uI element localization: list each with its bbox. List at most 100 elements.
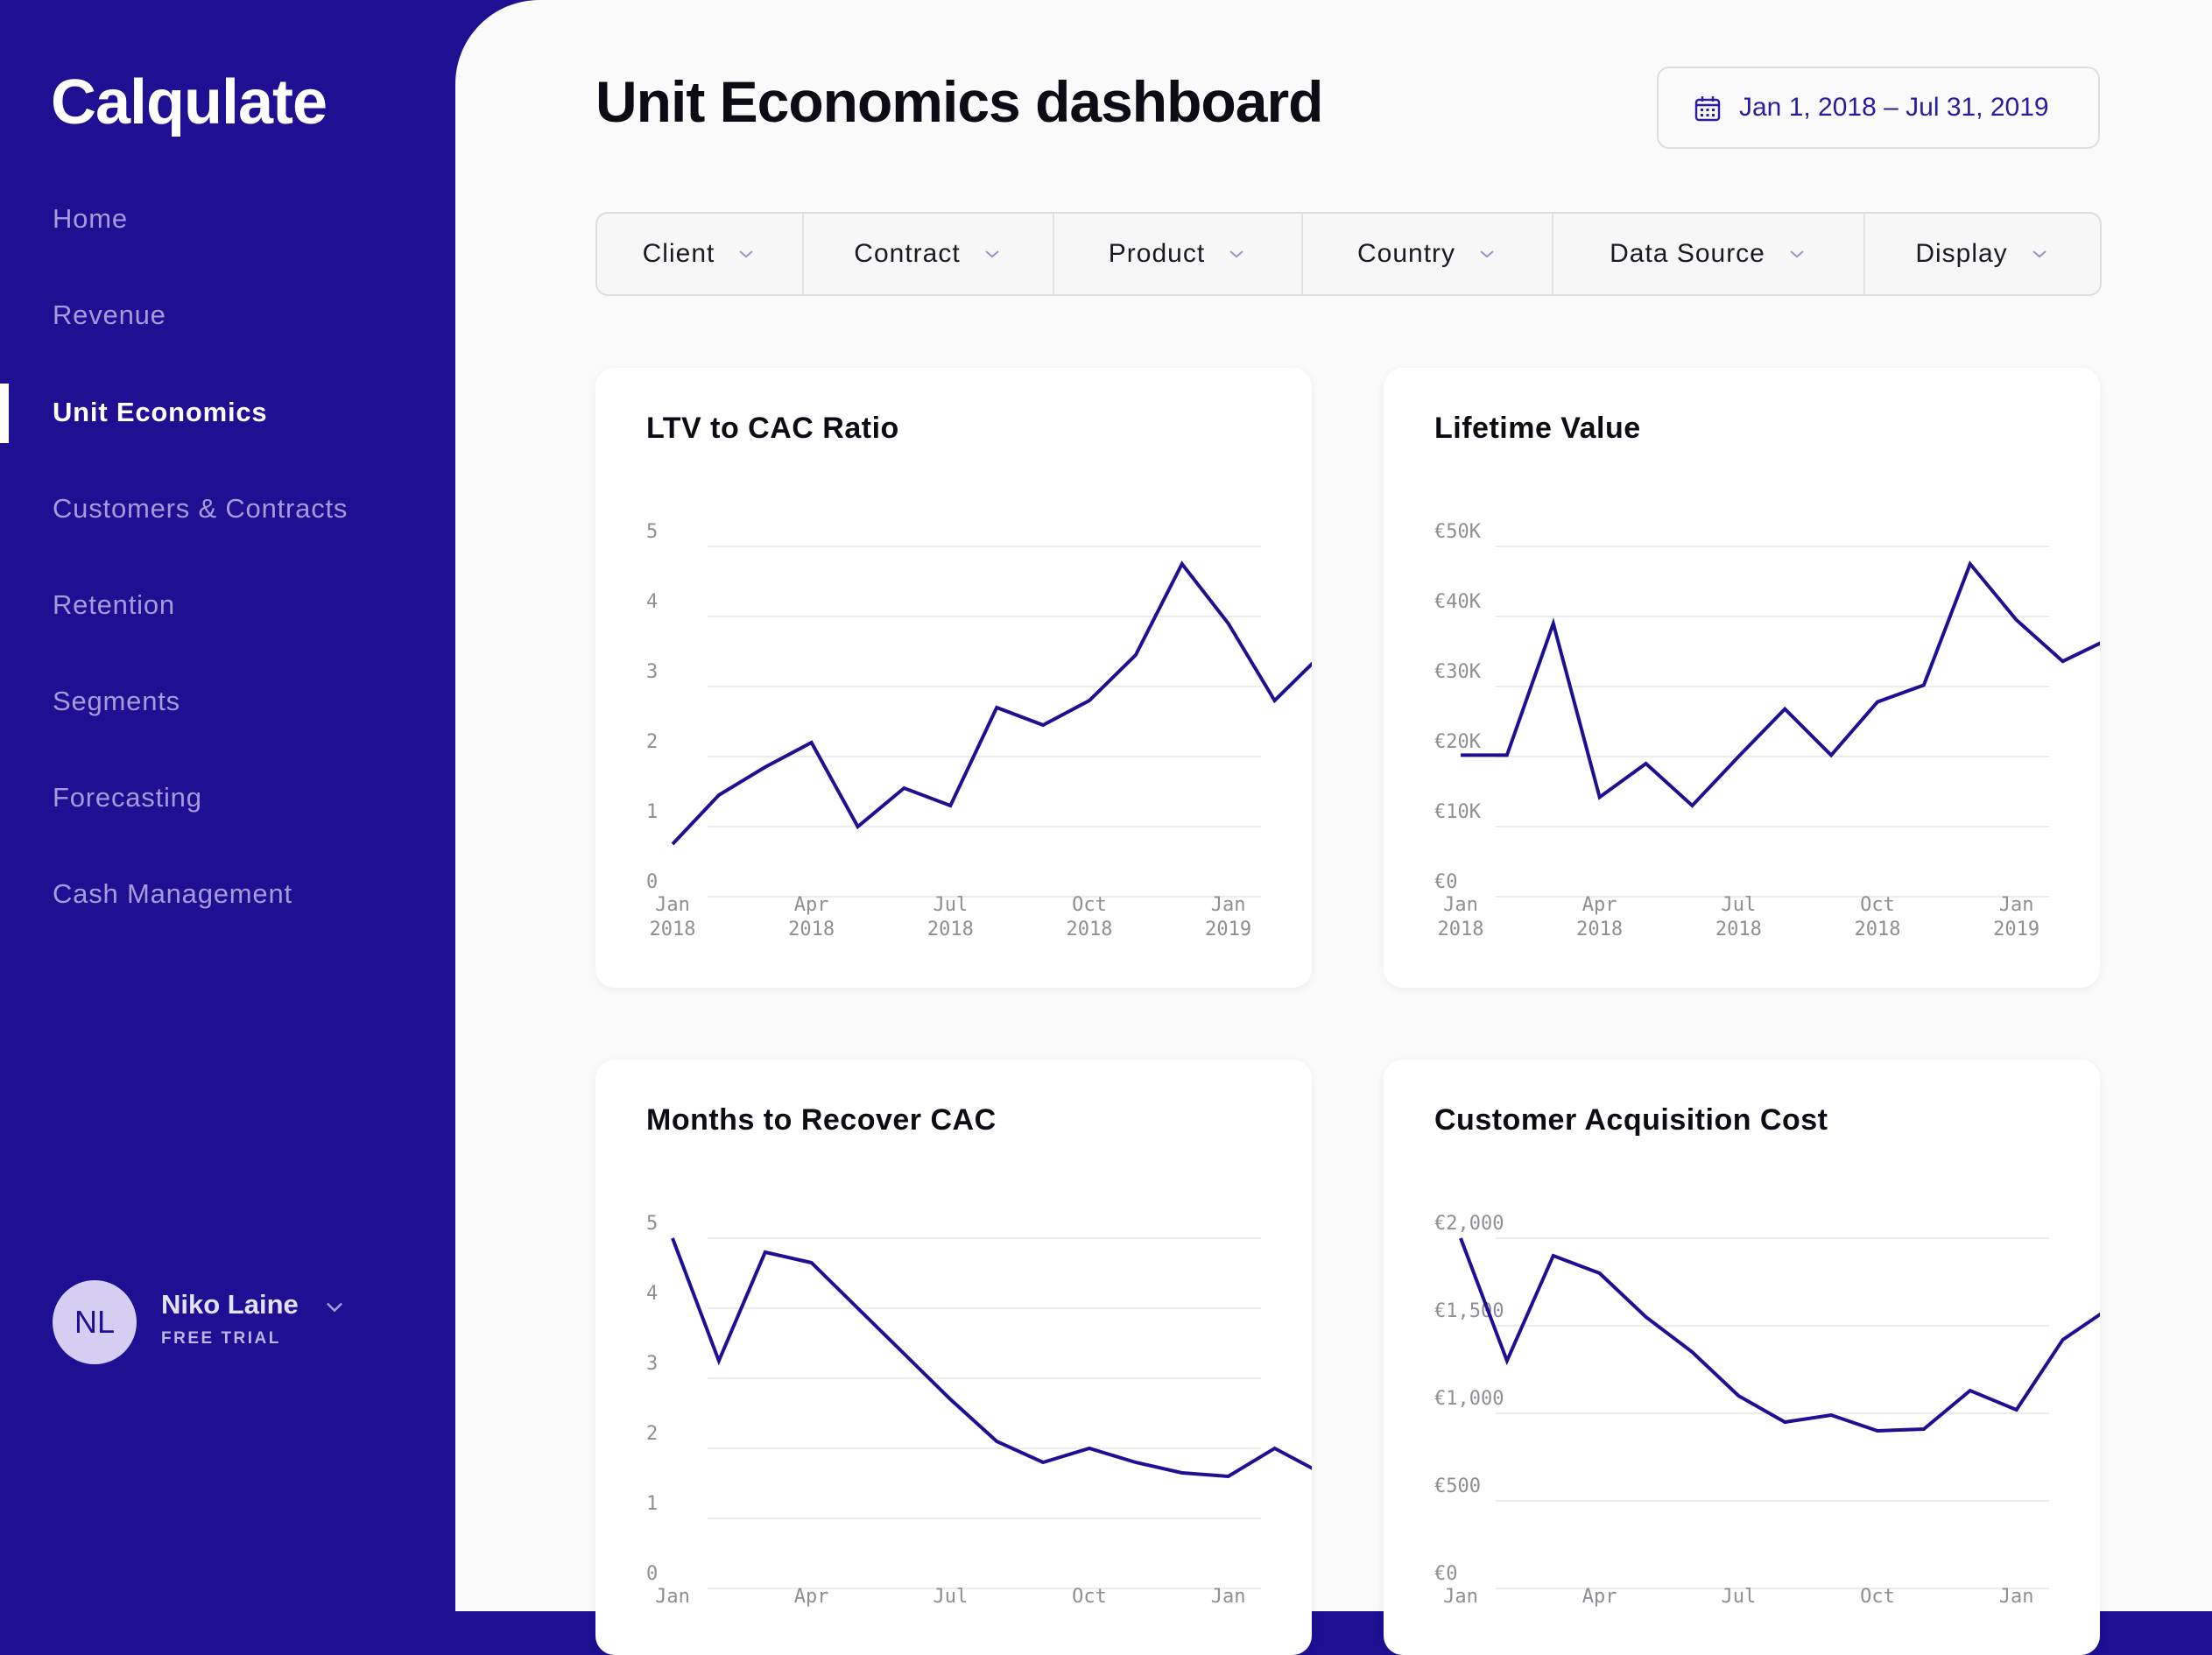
chart-card-customer-acquisition-cost: Customer Acquisition Cost €0 €500 €1,000 €1… xyxy=(1384,1060,2100,1655)
filter-label: Product xyxy=(1108,239,1206,268)
y-tick-label: 1 xyxy=(646,1493,658,1515)
active-nav-indicator xyxy=(0,384,9,443)
x-tick-label: Jul xyxy=(1721,894,1756,916)
x-tick-label: 2019 xyxy=(1205,919,1251,940)
x-tick-label: 2018 xyxy=(650,919,696,940)
x-tick-label: Jan xyxy=(1211,894,1246,916)
series-line xyxy=(671,560,1312,846)
sidebar-item-retention[interactable]: Retention xyxy=(53,589,175,620)
x-tick-label: Oct xyxy=(1860,894,1895,916)
sidebar-item-unit-economics[interactable]: Unit Economics xyxy=(53,397,268,427)
sidebar-item-cash-management[interactable]: Cash Management xyxy=(53,878,292,909)
x-tick-label: 2019 xyxy=(1993,919,2039,940)
filter-product[interactable]: Product xyxy=(1054,214,1303,294)
avatar[interactable]: NL xyxy=(53,1280,137,1364)
user-plan-badge: FREE TRIAL xyxy=(161,1329,281,1348)
chart-card-ltv-cac: LTV to CAC Ratio 0 1 2 3 4 5 Jan 2018 Apr 2018 Jul… xyxy=(595,368,1312,988)
x-tick-label: Jan xyxy=(655,1586,690,1608)
x-tick-label: 2018 xyxy=(1067,919,1113,940)
y-tick-label: 3 xyxy=(646,1353,658,1375)
y-tick-label: €0 xyxy=(1434,1563,1458,1585)
y-tick-label: €50K xyxy=(1434,521,1482,543)
chart-title: Lifetime Value xyxy=(1434,412,1641,445)
user-name[interactable]: Niko Laine xyxy=(161,1289,299,1320)
y-tick-label: 1 xyxy=(646,801,658,823)
y-tick-label: 4 xyxy=(646,591,658,613)
x-tick-label: Jul xyxy=(1721,1586,1756,1608)
chart-card-months-recover-cac: Months to Recover CAC 0 1 2 3 4 5 Jan Apr Jul Oct… xyxy=(595,1060,1312,1655)
sidebar-item-forecasting[interactable]: Forecasting xyxy=(53,782,202,813)
filter-bar: Client Contract Product Country Data Sou… xyxy=(595,212,2102,296)
x-tick-label: Apr xyxy=(1582,1586,1617,1608)
x-tick-label: 2018 xyxy=(1438,919,1484,940)
line-chart: 012345JanAprJulOctJanAprJul xyxy=(646,1213,1312,1608)
y-tick-label: 4 xyxy=(646,1283,658,1305)
y-tick-label: €10K xyxy=(1434,801,1482,823)
y-tick-label: €1,000 xyxy=(1434,1388,1504,1410)
sidebar-item-customers-contracts[interactable]: Customers & Contracts xyxy=(53,493,349,524)
page-title: Unit Economics dashboard xyxy=(595,69,1323,134)
y-tick-label: 0 xyxy=(646,871,658,893)
y-tick-label: €1,500 xyxy=(1434,1300,1504,1322)
x-tick-label: Oct xyxy=(1072,1586,1107,1608)
y-tick-label: 0 xyxy=(646,1563,658,1585)
x-tick-label: Jul xyxy=(933,894,968,916)
filter-label: Client xyxy=(642,239,715,268)
filter-contract[interactable]: Contract xyxy=(804,214,1054,294)
x-tick-label: 2018 xyxy=(927,919,974,940)
filter-country[interactable]: Country xyxy=(1303,214,1553,294)
x-tick-label: Apr xyxy=(1582,894,1617,916)
chevron-down-icon xyxy=(2032,250,2046,258)
sidebar: Calqulate Home Revenue Unit Economics Cu… xyxy=(0,0,455,1611)
filter-display[interactable]: Display xyxy=(1865,214,2100,294)
series-line xyxy=(671,1237,1312,1479)
chevron-down-icon[interactable] xyxy=(322,1294,347,1319)
line-chart: €0€500€1,000€1,500€2,000JanAprJulOctJanA… xyxy=(1434,1213,2100,1608)
x-tick-label: Jan xyxy=(1999,894,2034,916)
x-tick-label: 2018 xyxy=(1855,919,1901,940)
chart-title: LTV to CAC Ratio xyxy=(646,412,899,445)
filter-label: Contract xyxy=(854,239,961,268)
chart-title: Months to Recover CAC xyxy=(646,1103,997,1137)
chevron-down-icon xyxy=(739,250,753,258)
y-tick-label: 5 xyxy=(646,1213,658,1235)
filter-label: Country xyxy=(1356,239,1456,268)
x-tick-label: Oct xyxy=(1860,1586,1895,1608)
x-tick-label: 2018 xyxy=(788,919,835,940)
chevron-down-icon xyxy=(1790,250,1804,258)
chevron-down-icon xyxy=(985,250,999,258)
x-tick-label: Jan xyxy=(655,894,690,916)
y-tick-label: €500 xyxy=(1434,1475,1481,1497)
logo[interactable]: Calqulate xyxy=(51,67,328,137)
filter-data-source[interactable]: Data Source xyxy=(1553,214,1865,294)
x-tick-label: Jul xyxy=(933,1586,968,1608)
chart-card-lifetime-value: Lifetime Value €0 €10K €20K €30K €40K €50K Jan… xyxy=(1384,368,2100,988)
y-tick-label: €2,000 xyxy=(1434,1213,1504,1235)
x-tick-label: Jan xyxy=(1443,894,1478,916)
y-tick-label: €20K xyxy=(1434,731,1482,753)
filter-label: Data Source xyxy=(1610,239,1765,268)
chart-title: Customer Acquisition Cost xyxy=(1434,1103,1828,1137)
filter-client[interactable]: Client xyxy=(597,214,804,294)
filter-label: Display xyxy=(1915,239,2008,268)
y-tick-label: €40K xyxy=(1434,591,1482,613)
sidebar-item-segments[interactable]: Segments xyxy=(53,686,180,716)
date-range-picker[interactable]: Jan 1, 2018 – Jul 31, 2019 xyxy=(1657,67,2100,149)
series-line xyxy=(1461,560,2100,808)
y-tick-label: 3 xyxy=(646,661,658,683)
y-tick-label: €0 xyxy=(1434,871,1458,893)
y-tick-label: 2 xyxy=(646,731,658,753)
sidebar-item-home[interactable]: Home xyxy=(53,203,128,234)
series-line xyxy=(1459,1237,2100,1433)
x-tick-label: 2018 xyxy=(1576,919,1623,940)
x-tick-label: Jan xyxy=(1211,1586,1246,1608)
x-tick-label: Apr xyxy=(794,894,829,916)
sidebar-item-revenue[interactable]: Revenue xyxy=(53,299,166,330)
calendar-icon xyxy=(1694,96,1721,122)
date-range-label: Jan 1, 2018 – Jul 31, 2019 xyxy=(1739,93,2049,122)
x-tick-label: 2018 xyxy=(1715,919,1762,940)
x-tick-label: Jan xyxy=(1999,1586,2034,1608)
chevron-down-icon xyxy=(1480,250,1494,258)
y-tick-label: €30K xyxy=(1434,661,1482,683)
line-chart: €0 €10K €20K €30K €40K €50K Jan 2018 Apr 2018 Jul 2… xyxy=(1434,521,2100,940)
